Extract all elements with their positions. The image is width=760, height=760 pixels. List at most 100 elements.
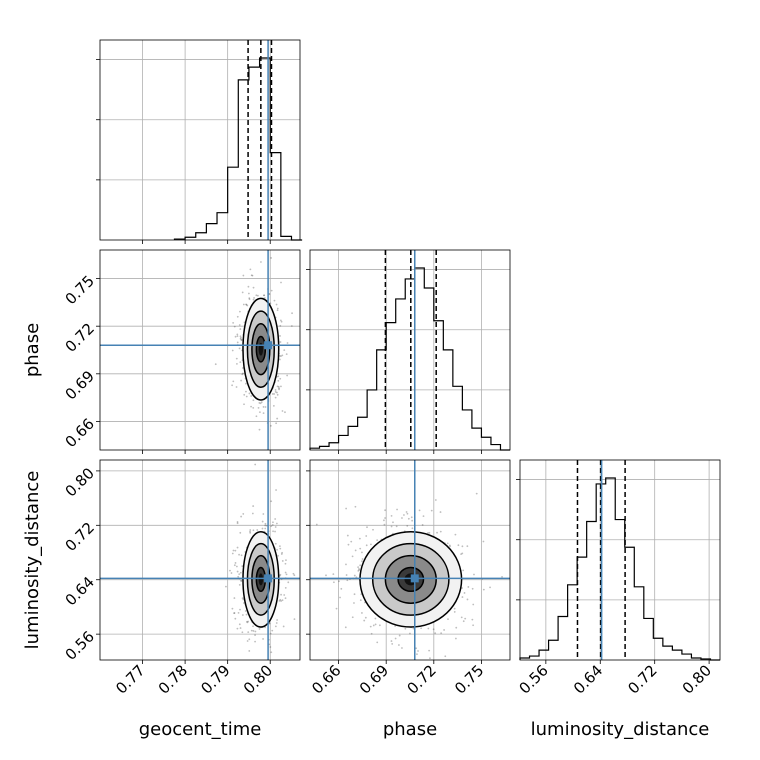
panel-geocent_time-luminosity_distance-sample-point xyxy=(264,527,267,530)
panel-geocent_time-phase-sample-point xyxy=(281,354,284,357)
panel-geocent_time-phase-sample-point xyxy=(259,402,262,405)
panel-geocent_time-luminosity_distance-sample-point xyxy=(274,518,277,520)
xlabel-phase: phase xyxy=(383,719,437,740)
panel-geocent_time-phase-sample-point xyxy=(241,291,244,294)
hist-luminosity_distance-step-line xyxy=(519,477,720,661)
panel-phase-luminosity_distance-sample-point xyxy=(472,624,475,627)
panel-geocent_time-luminosity_distance-sample-point xyxy=(274,526,277,528)
panel-geocent_time-luminosity_distance-sample-point xyxy=(233,597,236,599)
panel-geocent_time-luminosity_distance-sample-point xyxy=(269,646,272,648)
panel-phase-luminosity_distance-sample-point xyxy=(390,525,393,528)
panel-geocent_time-phase-sample-point xyxy=(274,389,277,391)
panel-phase-luminosity_distance-sample-point xyxy=(473,573,475,576)
panel-geocent_time-luminosity_distance-sample-point xyxy=(234,549,237,552)
panel-phase-luminosity_distance-sample-point xyxy=(398,644,400,646)
panel-geocent_time-phase-sample-point xyxy=(274,396,277,399)
panel-geocent_time-phase-sample-point xyxy=(252,286,255,289)
panel-geocent_time-luminosity_distance-sample-point xyxy=(246,620,248,623)
panel-geocent_time-luminosity_distance-sample-point xyxy=(278,599,281,602)
hist-luminosity_distance-background xyxy=(520,460,720,660)
panel-geocent_time-phase-sample-point xyxy=(279,324,282,327)
panel-geocent_time-phase-sample-point xyxy=(234,335,237,338)
panel-geocent_time-phase-sample-point xyxy=(242,303,245,306)
panel-geocent_time-phase-sample-point xyxy=(291,312,293,315)
panel-phase-luminosity_distance-sample-point xyxy=(395,525,398,528)
panel-phase-luminosity_distance-sample-point xyxy=(358,537,361,540)
panel-phase-luminosity_distance-sample-point xyxy=(358,568,360,570)
panel-geocent_time-phase-sample-point xyxy=(275,422,278,425)
panel-geocent_time-luminosity_distance-sample-point xyxy=(283,594,286,596)
panel-phase-luminosity_distance-sample-point xyxy=(347,543,350,546)
panel-geocent_time-luminosity_distance-sample-point xyxy=(270,525,273,528)
panel-phase-luminosity_distance-sample-point xyxy=(357,569,360,572)
panel-geocent_time-luminosity_distance-sample-point xyxy=(269,632,272,635)
panel-geocent_time-luminosity_distance-sample-point xyxy=(239,608,241,611)
panel-geocent_time-luminosity_distance-sample-point xyxy=(238,553,240,556)
panel-geocent_time-luminosity_distance-sample-point xyxy=(240,580,243,582)
panel-phase-luminosity_distance-sample-point xyxy=(345,574,348,576)
panel-geocent_time-luminosity_distance-sample-point xyxy=(268,622,271,625)
panel-geocent_time-phase-sample-point xyxy=(276,393,279,396)
panel-geocent_time-phase-sample-point xyxy=(249,268,252,271)
panel-geocent_time-luminosity_distance-sample-point xyxy=(236,546,239,549)
panel-phase-luminosity_distance-sample-point xyxy=(427,627,430,630)
panel-geocent_time-luminosity_distance-truth-marker xyxy=(264,574,273,583)
panel-geocent_time-phase-sample-point xyxy=(248,392,251,395)
panel-geocent_time-phase-sample-point xyxy=(277,379,280,382)
panel-geocent_time-luminosity_distance-sample-point xyxy=(239,571,242,574)
panel-geocent_time-phase-sample-point xyxy=(236,341,239,344)
panel-phase-luminosity_distance-sample-point xyxy=(406,524,409,527)
panel-geocent_time-luminosity_distance-sample-point xyxy=(231,552,234,555)
panel-geocent_time-phase-sample-point xyxy=(252,298,255,301)
panel-geocent_time-phase-sample-point xyxy=(232,380,235,383)
panel-geocent_time-phase-sample-point xyxy=(281,410,284,412)
panel-geocent_time-luminosity_distance-sample-point xyxy=(231,607,234,610)
panel-phase-luminosity_distance-sample-point xyxy=(428,649,431,652)
panel-geocent_time-phase-sample-point xyxy=(280,320,283,323)
panel-phase-luminosity_distance-sample-point xyxy=(411,519,414,522)
panel-geocent_time-luminosity_distance-sample-point xyxy=(247,620,250,623)
panel-geocent_time-phase-sample-point xyxy=(242,372,244,375)
panel-phase-luminosity_distance-sample-point xyxy=(432,628,435,631)
panel-geocent_time-phase-sample-point xyxy=(279,319,282,322)
panel-phase-luminosity_distance-frame xyxy=(309,459,511,661)
panel-geocent_time-phase-sample-point xyxy=(270,289,273,292)
panel-phase-luminosity_distance-sample-point xyxy=(378,624,381,627)
xaxis-luminosity_distance-xtick-label-2: 0.72 xyxy=(624,661,660,697)
panel-geocent_time-luminosity_distance-sample-point xyxy=(281,599,284,602)
panel-geocent_time-luminosity_distance-sample-point xyxy=(232,549,235,552)
yaxis-luminosity_distance-ytick-label-3: 0.80 xyxy=(62,464,98,500)
panel-geocent_time-phase-sample-point xyxy=(231,384,234,387)
panel-phase-luminosity_distance-sample-point xyxy=(466,545,469,548)
panel-geocent_time-phase-sample-point xyxy=(233,325,236,328)
panel-phase-luminosity_distance-sample-point xyxy=(365,544,368,547)
panel-geocent_time-luminosity_distance-sample-point xyxy=(254,634,256,637)
panel-geocent_time-phase-sample-point xyxy=(276,385,279,388)
panel-phase-luminosity_distance-sample-point xyxy=(439,511,442,513)
panel-phase-luminosity_distance-sample-point xyxy=(361,612,363,614)
panel-phase-luminosity_distance-sample-point xyxy=(460,553,463,556)
panel-phase-luminosity_distance-sample-point xyxy=(390,514,393,517)
panel-geocent_time-phase-sample-point xyxy=(264,406,267,408)
panel-phase-luminosity_distance-sample-point xyxy=(359,547,362,550)
panel-phase-luminosity_distance-sample-point xyxy=(351,555,354,558)
panel-geocent_time-luminosity_distance-sample-point xyxy=(247,631,250,634)
hist-geocent_time-frame xyxy=(99,39,301,241)
panel-geocent_time-phase-sample-point xyxy=(273,393,276,395)
panel-geocent_time-luminosity_distance-sample-point xyxy=(272,521,274,524)
panel-geocent_time-luminosity_distance-sample-point xyxy=(236,522,239,525)
panel-geocent_time-luminosity_distance-sample-point xyxy=(282,625,285,628)
panel-geocent_time-phase-sample-point xyxy=(236,363,238,365)
xaxis-luminosity_distance-xtick-label-3: 0.80 xyxy=(679,661,715,697)
panel-phase-luminosity_distance-sample-point xyxy=(463,592,466,594)
panel-geocent_time-phase-sample-point xyxy=(239,310,241,313)
yaxis-phase-ytick-label-0: 0.66 xyxy=(62,415,98,451)
panel-geocent_time-phase-sample-point xyxy=(275,303,278,306)
panel-geocent_time-phase-sample-point xyxy=(262,406,265,408)
panel-phase-luminosity_distance-density xyxy=(310,460,514,660)
panel-geocent_time-luminosity_distance-sample-point xyxy=(254,640,256,643)
panel-geocent_time-luminosity_distance-sample-point xyxy=(249,531,252,534)
panel-geocent_time-phase-sample-point xyxy=(272,405,275,407)
panel-phase-luminosity_distance-sample-point xyxy=(512,591,514,593)
panel-geocent_time-luminosity_distance-sample-point xyxy=(249,530,251,533)
